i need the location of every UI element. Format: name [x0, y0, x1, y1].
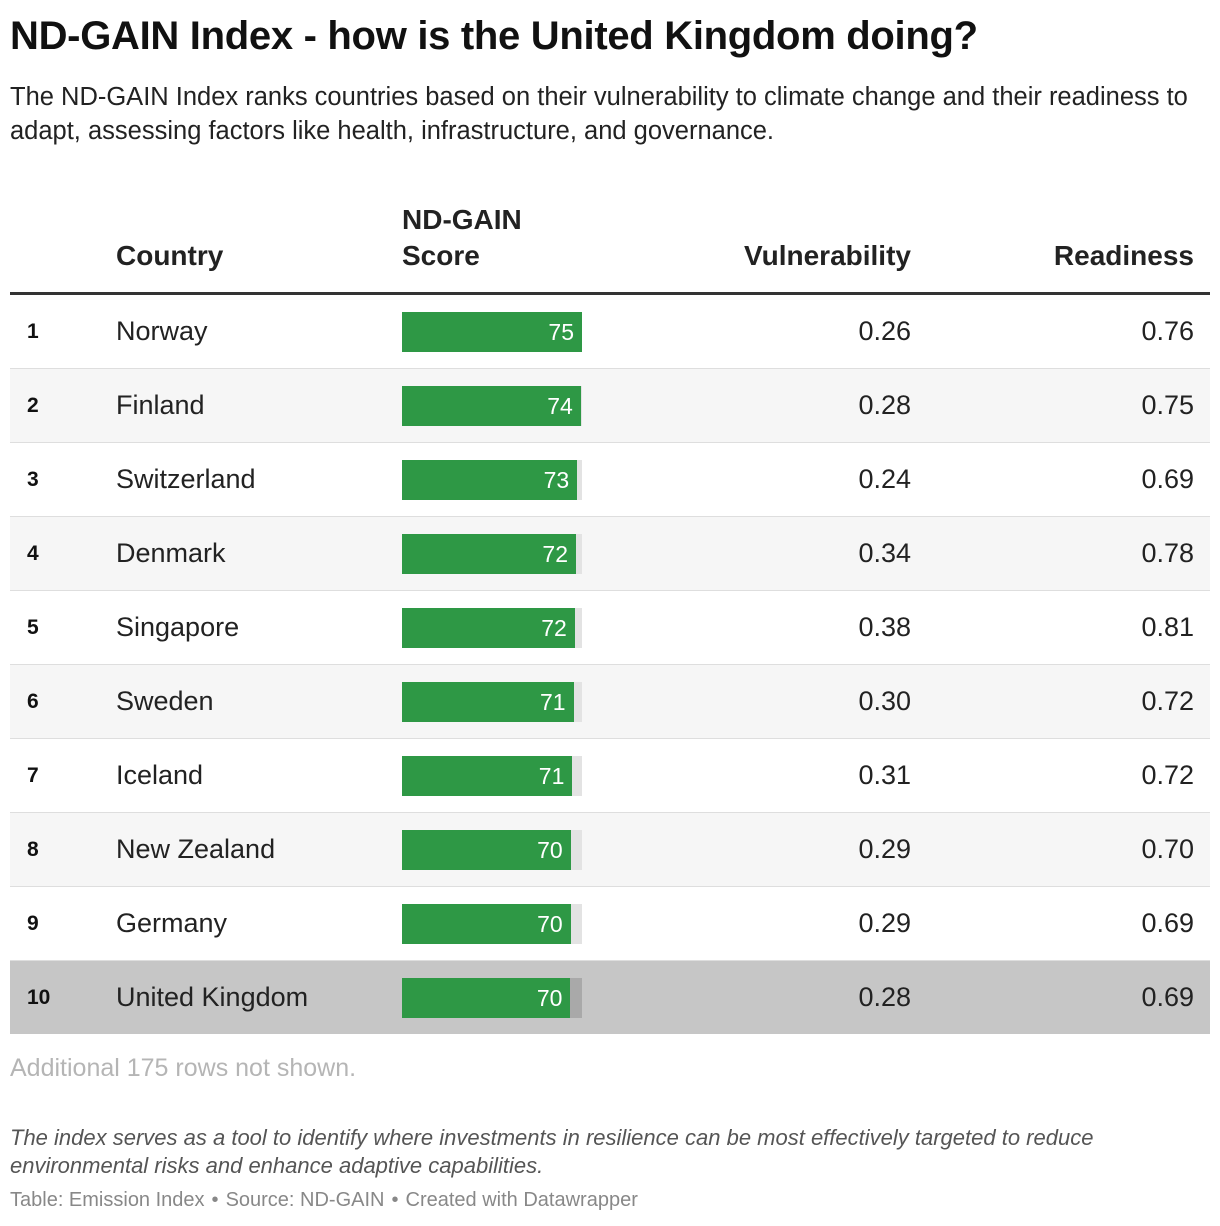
vulnerability-cell: 0.28: [858, 390, 911, 420]
rank-cell: 9: [27, 912, 39, 935]
table-body: 1 Norway 75 0.26 0.76 2 Finland 74 0.28 0.75 3 Swit…: [10, 295, 1210, 1034]
table-row: 3 Switzerland 73 0.24 0.69: [10, 443, 1210, 517]
vulnerability-cell: 0.34: [858, 538, 911, 568]
country-cell: Sweden: [116, 686, 214, 716]
table-header: Country ND-GAIN Score Vulnerability Read…: [10, 200, 1210, 295]
country-cell: Denmark: [116, 538, 226, 568]
score-bar-label: 70: [537, 837, 563, 863]
column-header-country[interactable]: Country: [116, 240, 224, 271]
rank-cell: 10: [27, 986, 51, 1009]
table-row: 9 Germany 70 0.29 0.69: [10, 887, 1210, 961]
vulnerability-cell: 0.26: [858, 316, 911, 346]
score-bar: 70: [402, 904, 571, 944]
score-bar-track: 72: [402, 534, 582, 574]
table-row: 6 Sweden 71 0.30 0.72: [10, 665, 1210, 739]
rank-cell: 7: [27, 764, 39, 787]
rank-cell: 2: [27, 394, 39, 417]
table-row: 4 Denmark 72 0.34 0.78: [10, 517, 1210, 591]
vulnerability-cell: 0.31: [858, 760, 911, 790]
ranking-table: Country ND-GAIN Score Vulnerability Read…: [10, 200, 1210, 1034]
country-cell: Iceland: [116, 760, 204, 790]
column-header-readiness[interactable]: Readiness: [1053, 240, 1194, 271]
rank-cell: 8: [27, 838, 39, 861]
table-row: 2 Finland 74 0.28 0.75: [10, 369, 1210, 443]
vulnerability-cell: 0.29: [858, 834, 911, 864]
score-bar-label: 70: [537, 911, 563, 937]
readiness-cell: 0.70: [1141, 834, 1194, 864]
readiness-cell: 0.75: [1141, 390, 1194, 420]
footer-credit-link[interactable]: Created with Datawrapper: [405, 1189, 638, 1211]
vulnerability-cell: 0.38: [858, 612, 911, 642]
readiness-cell: 0.76: [1141, 316, 1194, 346]
score-bar-label: 70: [536, 985, 563, 1011]
readiness-cell: 0.69: [1141, 908, 1194, 938]
score-bar-track: 75: [402, 312, 582, 352]
score-bar-track: 74: [402, 386, 582, 426]
score-bar-track: 71: [402, 756, 582, 796]
footer-source: Source: ND-GAIN: [225, 1189, 385, 1211]
score-bar-track: 72: [402, 608, 582, 648]
country-cell: Switzerland: [116, 464, 256, 494]
readiness-cell: 0.69: [1141, 982, 1194, 1012]
score-bar: 74: [402, 386, 581, 426]
country-cell: United Kingdom: [116, 982, 309, 1012]
table-row: 7 Iceland 71 0.31 0.72: [10, 739, 1210, 813]
country-cell: Norway: [116, 316, 208, 346]
table-row: 5 Singapore 72 0.38 0.81: [10, 591, 1210, 665]
score-bar-track: 71: [402, 682, 582, 722]
readiness-cell: 0.78: [1141, 538, 1194, 568]
vulnerability-cell: 0.28: [858, 982, 911, 1012]
score-bar-track: 73: [402, 460, 582, 500]
country-cell: Singapore: [116, 612, 240, 642]
table-row: 8 New Zealand 70 0.29 0.70: [10, 813, 1210, 887]
table-row: 10 United Kingdom 70 0.28 0.69: [10, 961, 1210, 1034]
score-bar: 72: [402, 534, 576, 574]
country-cell: Germany: [116, 908, 228, 938]
score-bar: 71: [402, 682, 574, 722]
score-bar-label: 75: [548, 319, 574, 345]
score-bar: 73: [402, 460, 578, 500]
chart-title: ND-GAIN Index - how is the United Kingdo…: [10, 14, 978, 58]
footer-separator: •: [211, 1189, 219, 1211]
rank-cell: 3: [27, 468, 39, 491]
readiness-cell: 0.69: [1141, 464, 1194, 494]
score-bar-label: 73: [543, 467, 570, 493]
score-bar-track: 70: [402, 830, 582, 870]
score-bar: 70: [402, 978, 571, 1018]
readiness-cell: 0.81: [1141, 612, 1194, 642]
table-note: The index serves as a tool to identify w…: [10, 1125, 1094, 1178]
score-bar-label: 72: [541, 615, 567, 641]
column-header-vulnerability[interactable]: Vulnerability: [743, 240, 911, 271]
country-cell: Finland: [116, 390, 205, 420]
footer-table-label: Table: Emission Index: [10, 1189, 205, 1211]
rank-cell: 4: [27, 542, 39, 565]
rank-cell: 5: [27, 616, 39, 639]
country-cell: New Zealand: [116, 834, 276, 864]
score-bar: 75: [402, 312, 582, 352]
vulnerability-cell: 0.30: [858, 686, 911, 716]
score-bar-track: 70: [402, 904, 582, 944]
score-bar-track: 70: [402, 978, 582, 1018]
score-bar-label: 71: [538, 763, 565, 789]
score-bar: 72: [402, 608, 575, 648]
column-header-score[interactable]: ND-GAIN Score: [402, 204, 522, 271]
rank-cell: 6: [27, 690, 39, 713]
score-bar: 71: [402, 756, 573, 796]
vulnerability-cell: 0.29: [858, 908, 911, 938]
rows-not-shown-note: Additional 175 rows not shown.: [10, 1054, 357, 1082]
readiness-cell: 0.72: [1141, 760, 1194, 790]
score-bar-label: 74: [547, 393, 573, 419]
vulnerability-cell: 0.24: [858, 464, 911, 494]
table-row: 1 Norway 75 0.26 0.76: [10, 295, 1210, 369]
rank-cell: 1: [27, 320, 39, 343]
score-bar: 70: [402, 830, 571, 870]
chart-footer: Table: Emission Index • Source: ND-GAIN • Cr…: [10, 1189, 638, 1212]
score-bar-label: 71: [540, 689, 566, 715]
readiness-cell: 0.72: [1141, 686, 1194, 716]
footer-separator: •: [391, 1189, 399, 1211]
chart-subtitle: The ND-GAIN Index ranks countries based …: [10, 83, 1188, 145]
score-bar-label: 72: [542, 541, 568, 567]
